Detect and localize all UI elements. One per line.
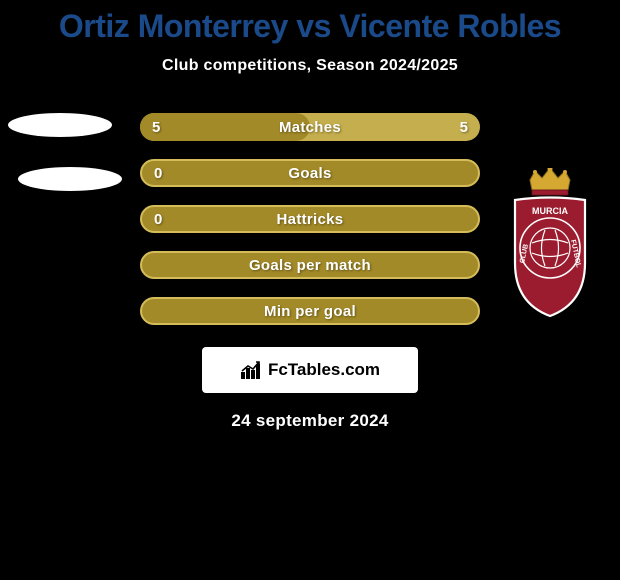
bar-label: Min per goal [264, 303, 356, 320]
stat-bar-matches: Matches 5 5 [140, 113, 480, 141]
bar-value-left: 0 [154, 165, 162, 182]
stat-bar-hattricks: Hattricks 0 [140, 205, 480, 233]
bar-label: Goals per match [249, 257, 371, 274]
stat-bars: Matches 5 5 Goals 0 Hattricks 0 Goals per match… [140, 113, 480, 325]
season-subtitle: Club competitions, Season 2024/2025 [0, 57, 620, 75]
bar-value-left: 0 [154, 211, 162, 228]
stat-bar-goals-per-match: Goals per match [140, 251, 480, 279]
player-left-badge-top [8, 113, 112, 137]
stat-bar-goals: Goals 0 [140, 159, 480, 187]
fctables-logo-text: FcTables.com [268, 360, 380, 380]
bar-value-left: 5 [152, 119, 160, 136]
bar-label: Goals [288, 165, 331, 182]
content-area: MURCIA CLUB FUTBOL Matches55Goals0Hattri… [0, 113, 620, 431]
bar-label: Hattricks [277, 211, 344, 228]
player-left-badge-bottom [18, 167, 122, 191]
fctables-logo: FcTables.com [240, 360, 380, 380]
svg-text:MURCIA: MURCIA [532, 206, 568, 216]
stat-bar-min-per-goal: Min per goal [140, 297, 480, 325]
player-right-crest: MURCIA CLUB FUTBOL [500, 168, 600, 318]
bar-label: Matches [279, 119, 341, 136]
date-label: 24 september 2024 [0, 411, 620, 431]
crown-icon [530, 168, 570, 195]
chart-icon [240, 360, 266, 380]
fctables-logo-box: FcTables.com [202, 347, 418, 393]
comparison-title: Ortiz Monterrey vs Vicente Robles [0, 0, 620, 45]
bar-value-right: 5 [460, 119, 468, 136]
shield-icon: MURCIA CLUB FUTBOL [515, 198, 585, 317]
